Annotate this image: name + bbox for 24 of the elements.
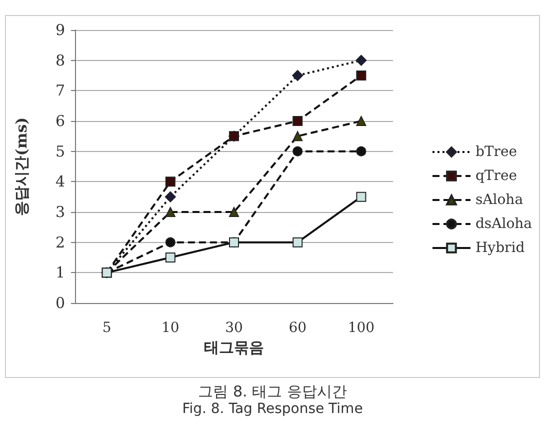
x-tick-label: 100 <box>348 320 375 336</box>
y-tick-label: 3 <box>55 203 65 221</box>
x-tick-label: 60 <box>288 320 307 336</box>
y-tick-label: 7 <box>55 82 65 100</box>
text: Fig. 8. Tag Response Time <box>182 401 363 417</box>
y-tick-label: 0 <box>55 294 65 312</box>
y-tick-label: 6 <box>55 112 65 130</box>
y-tick-label: 5 <box>55 142 65 160</box>
legend-label: Hybrid <box>475 240 525 256</box>
x-axis-title: 태그묶음 <box>204 338 264 356</box>
x-tick-label: 10 <box>161 320 180 336</box>
y-tick-label: 2 <box>55 233 65 252</box>
legend-label: qTree <box>475 168 518 184</box>
y-axis-title: 응답시간(ms) <box>12 117 30 216</box>
x-tick-label: 30 <box>225 320 243 336</box>
x-tick-label: 5 <box>102 320 112 336</box>
text: 그림 8. 태그 응답시간 <box>198 382 347 400</box>
legend-label: dsAloha <box>475 216 532 232</box>
y-tick-label: 9 <box>55 21 65 39</box>
legend-label: bTree <box>475 144 518 160</box>
y-tick-label: 8 <box>55 51 65 70</box>
legend-label: sAloha <box>475 192 524 208</box>
y-tick-label: 1 <box>55 264 65 282</box>
y-tick-label: 4 <box>55 172 65 191</box>
